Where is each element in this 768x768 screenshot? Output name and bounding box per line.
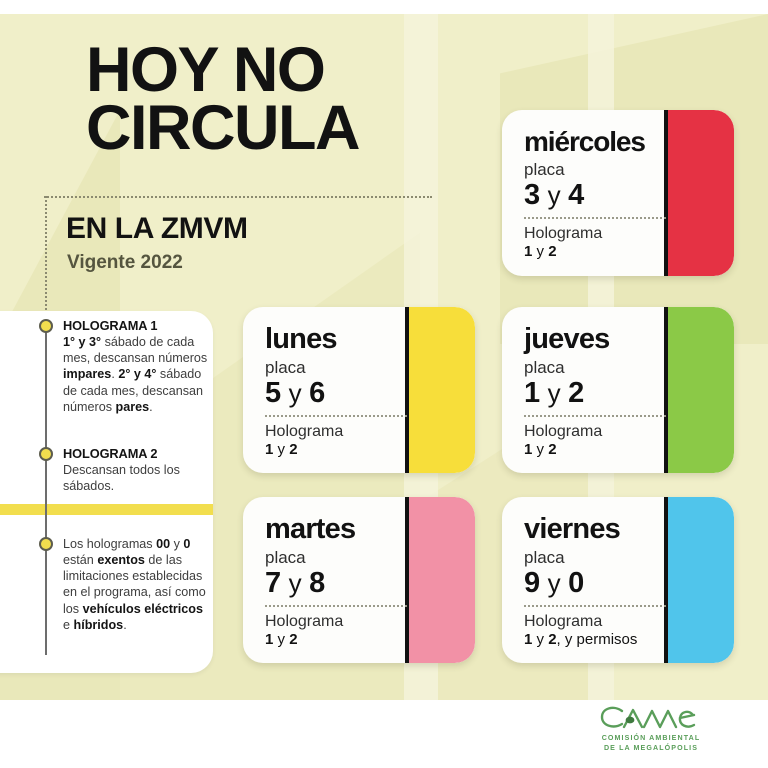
validity-label: Vigente 2022 <box>67 252 183 273</box>
day-name: martes <box>265 513 356 545</box>
day-name: viernes <box>524 513 621 545</box>
info-heading: HOLOGRAMA 2 <box>63 446 158 461</box>
day-card-viernes[interactable]: viernes placa 9 y 0 Holograma 1 y 2, y p… <box>502 497 734 663</box>
day-color-swatch <box>664 307 734 473</box>
holograma-label: Holograma <box>265 613 344 631</box>
logo-line-1: COMISIÓN AMBIENTAL <box>601 734 701 742</box>
card-divider <box>265 605 407 608</box>
day-color-swatch <box>664 110 734 276</box>
panel-yellow-band <box>0 504 213 515</box>
divider-dotted-vertical <box>45 196 47 318</box>
timeline-bullet-icon <box>39 319 53 333</box>
placa-label: placa <box>524 160 565 179</box>
day-name: miércoles <box>524 126 646 157</box>
holograma-numbers: 1 y 2 <box>524 440 557 458</box>
holograma-numbers: 1 y 2 <box>265 630 298 648</box>
info-body: Descansan todos los sábados. <box>63 463 180 494</box>
info-body: 1° y 3° sábado de cada mes, descansan nú… <box>63 335 208 414</box>
info-item-exentos: Los hologramas 00 y 0 están exentos de l… <box>63 536 211 633</box>
placa-label: placa <box>265 548 306 567</box>
holograma-label: Holograma <box>265 423 344 441</box>
placa-numbers: 5 y 6 <box>265 376 325 409</box>
placa-label: placa <box>265 358 306 377</box>
info-body: Los hologramas 00 y 0 están exentos de l… <box>63 537 206 632</box>
placa-label: placa <box>524 358 565 377</box>
timeline-line <box>45 325 47 655</box>
day-card-body: viernes placa 9 y 0 Holograma 1 y 2, y p… <box>524 515 684 648</box>
holograma-numbers: 1 y 2 <box>265 440 298 458</box>
holograma-numbers: 1 y 2 <box>524 242 557 260</box>
card-divider <box>524 605 666 608</box>
holograma-numbers: 1 y 2, y permisos <box>524 630 638 648</box>
info-heading: HOLOGRAMA 1 <box>63 318 158 333</box>
card-divider <box>524 415 666 418</box>
placa-numbers: 7 y 8 <box>265 566 325 599</box>
day-card-body: martes placa 7 y 8 Holograma 1 y 2 <box>265 515 425 648</box>
timeline-bullet-icon <box>39 447 53 461</box>
day-card-body: lunes placa 5 y 6 Holograma 1 y 2 <box>265 325 425 458</box>
divider-dotted-horizontal <box>44 196 432 198</box>
placa-numbers: 1 y 2 <box>524 376 584 409</box>
info-item-holograma-1: HOLOGRAMA 1 1° y 3° sábado de cada mes, … <box>63 318 211 415</box>
holograma-label: Holograma <box>524 423 603 441</box>
page-subtitle: EN LA ZMVM <box>66 212 248 245</box>
page-title: HOY NO CIRCULA <box>86 39 506 163</box>
day-card-martes[interactable]: martes placa 7 y 8 Holograma 1 y 2 <box>243 497 475 663</box>
came-wordmark-icon <box>600 706 696 729</box>
holograma-label: Holograma <box>524 613 603 631</box>
day-card-jueves[interactable]: jueves placa 1 y 2 Holograma 1 y 2 <box>502 307 734 473</box>
placa-numbers: 3 y 4 <box>524 178 584 211</box>
holograma-label: Holograma <box>524 225 603 243</box>
day-card-body: miércoles placa 3 y 4 Holograma 1 y 2 <box>524 128 684 260</box>
footer <box>0 700 768 768</box>
day-color-swatch <box>405 497 475 663</box>
info-panel <box>0 311 213 673</box>
day-card-miercoles[interactable]: miércoles placa 3 y 4 Holograma 1 y 2 <box>502 110 734 276</box>
logo-line-2: DE LA MEGALÓPOLIS <box>603 743 699 752</box>
day-color-swatch <box>664 497 734 663</box>
title-line-1: HOY NO <box>86 35 326 105</box>
day-card-body: jueves placa 1 y 2 Holograma 1 y 2 <box>524 325 684 458</box>
placa-label: placa <box>524 548 565 567</box>
info-item-holograma-2: HOLOGRAMA 2 Descansan todos los sábados. <box>63 446 211 494</box>
day-name: jueves <box>524 323 610 355</box>
card-divider <box>265 415 407 418</box>
came-logo: COMISIÓN AMBIENTAL DE LA MEGALÓPOLIS <box>586 704 716 753</box>
day-card-lunes[interactable]: lunes placa 5 y 6 Holograma 1 y 2 <box>243 307 475 473</box>
day-name: lunes <box>265 323 338 355</box>
leaf-dot-icon <box>625 716 635 724</box>
day-color-swatch <box>405 307 475 473</box>
card-divider <box>524 217 666 220</box>
placa-numbers: 9 y 0 <box>524 566 584 599</box>
timeline-bullet-icon <box>39 537 53 551</box>
title-line-2: CIRCULA <box>86 92 360 163</box>
